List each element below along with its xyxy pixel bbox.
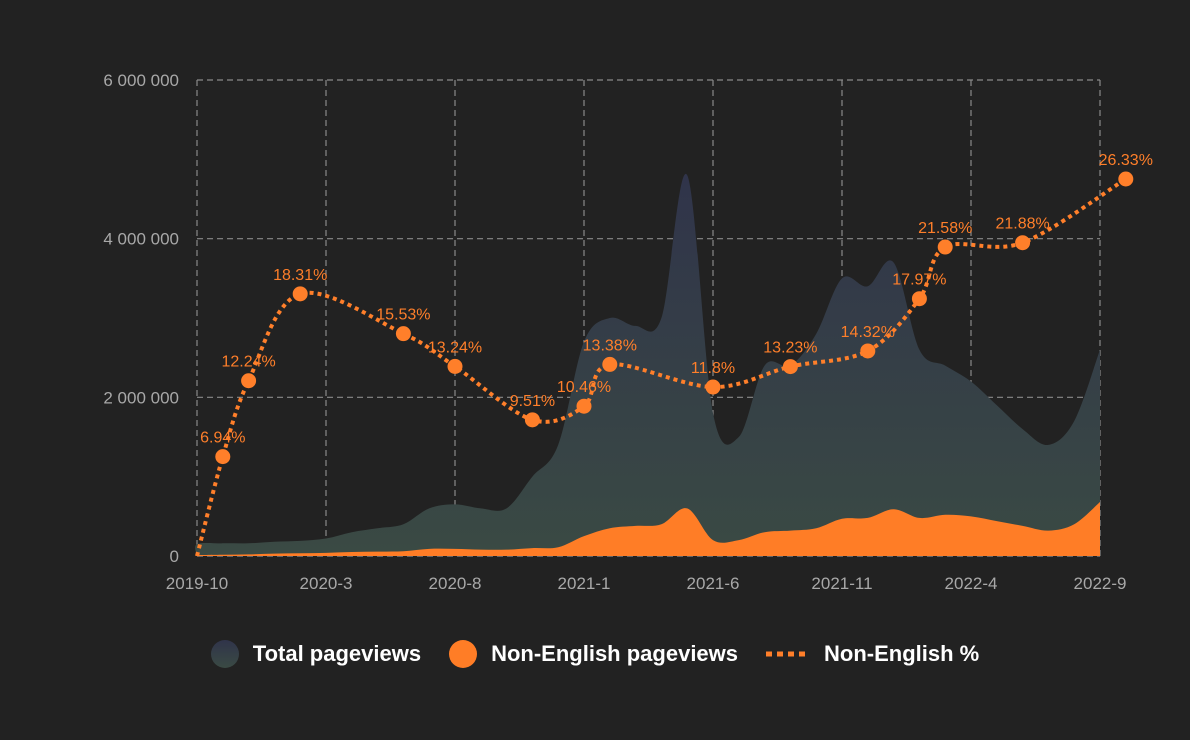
legend-label-total: Total pageviews: [252, 641, 422, 666]
x-tick-label: 2022-4: [945, 574, 998, 593]
non-english-swatch-icon: [449, 640, 478, 668]
pct-data-label: 13.38%: [583, 337, 637, 354]
x-tick-label: 2020-8: [429, 574, 482, 593]
pct-data-label: 26.33%: [1099, 152, 1153, 169]
legend-item-non-english[interactable]: Non-English pageviews: [449, 640, 738, 668]
x-tick-label: 2022-9: [1074, 574, 1127, 593]
dotted-line-swatch-icon: [766, 650, 807, 658]
pct-data-label: 6.94%: [200, 430, 245, 447]
pct-marker: [447, 358, 463, 374]
pct-marker: [860, 343, 876, 359]
y-tick-label: 0: [170, 547, 179, 566]
pct-marker: [524, 412, 540, 428]
pct-data-label: 10.46%: [557, 379, 611, 396]
legend-label-pct: Non-English %: [824, 641, 980, 666]
pct-marker: [911, 291, 927, 307]
label-layer: 6.94% 12.24% 18.31% 15.53% 13.24% 9.51%10.46%…: [200, 152, 1153, 447]
y-tick-label: 6 000 000: [103, 71, 179, 90]
area-layer: [195, 173, 1101, 556]
pct-data-label: 14.32%: [841, 324, 895, 341]
axis-labels: 0 2 000 000 4 000 000 6 000 000 2019-10 2020-…: [103, 71, 1126, 593]
total-pageviews-swatch-icon: [210, 640, 239, 668]
pct-marker: [576, 398, 592, 414]
pct-data-label: 21.58%: [918, 220, 972, 237]
x-tick-label: 2021-1: [558, 574, 611, 593]
pct-marker: [241, 373, 257, 389]
pct-marker: [705, 379, 721, 395]
legend-item-pct[interactable]: Non-English %: [766, 641, 979, 667]
pct-data-label: 21.88%: [995, 216, 1049, 233]
pct-marker: [1118, 171, 1134, 187]
x-tick-label: 2020-3: [300, 574, 353, 593]
pct-data-label: 12.24%: [221, 354, 275, 371]
pct-data-label: 17.97%: [892, 272, 946, 289]
pct-marker: [782, 359, 798, 375]
total-pageviews-area: [195, 173, 1101, 556]
y-tick-label: 4 000 000: [103, 230, 179, 249]
x-tick-label: 2021-6: [687, 574, 740, 593]
x-tick-label: 2019-10: [166, 574, 228, 593]
pct-marker: [937, 239, 953, 255]
line-layer: [195, 171, 1134, 557]
pct-data-label: 13.23%: [763, 340, 817, 357]
x-tick-label: 2021-11: [811, 574, 872, 593]
pct-data-label: 11.8%: [691, 360, 735, 377]
pct-marker: [602, 356, 618, 372]
pct-data-label: 13.24%: [428, 339, 482, 356]
non-english-pct-line: [195, 177, 1127, 557]
y-tick-label: 2 000 000: [103, 388, 179, 407]
pct-marker: [215, 449, 231, 465]
legend: Total pageviews Non-English pageviews No…: [0, 632, 1190, 676]
pct-marker: [292, 286, 308, 302]
legend-label-non-english: Non-English pageviews: [491, 641, 739, 666]
pct-data-label: 15.53%: [376, 307, 430, 324]
pct-marker: [395, 326, 411, 342]
pct-marker: [1015, 235, 1031, 251]
pct-data-label: 18.31%: [273, 267, 327, 284]
pct-data-label: 9.51%: [510, 393, 555, 410]
non-english-pageviews-area: [195, 502, 1101, 556]
legend-item-total[interactable]: Total pageviews: [210, 640, 422, 668]
